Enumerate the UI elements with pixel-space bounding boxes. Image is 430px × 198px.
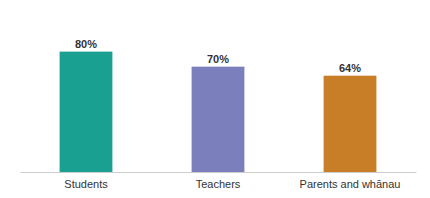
x-tick: Teachers [196,178,241,190]
chart: Students Teachers Parents and whānau 80% 70%… [0,0,430,198]
x-tick-label: Teachers [196,178,241,190]
x-tick-label: Parents and whānau [300,178,401,190]
bar [324,76,377,172]
bars [60,52,377,172]
x-tick-label: Students [64,178,108,190]
x-tick: Students [64,178,108,190]
data-label: 80% [75,38,97,50]
bar [192,67,245,172]
plot: Students Teachers Parents and whānau 80% 70%… [21,38,417,190]
data-label: 64% [339,62,361,74]
x-axis-line [21,172,417,173]
bar [60,52,113,172]
data-labels: 80% 70% 64% [75,38,361,74]
x-tick: Parents and whānau [300,178,401,190]
data-label: 70% [207,53,229,65]
x-axis: Students Teachers Parents and whānau [21,173,417,190]
